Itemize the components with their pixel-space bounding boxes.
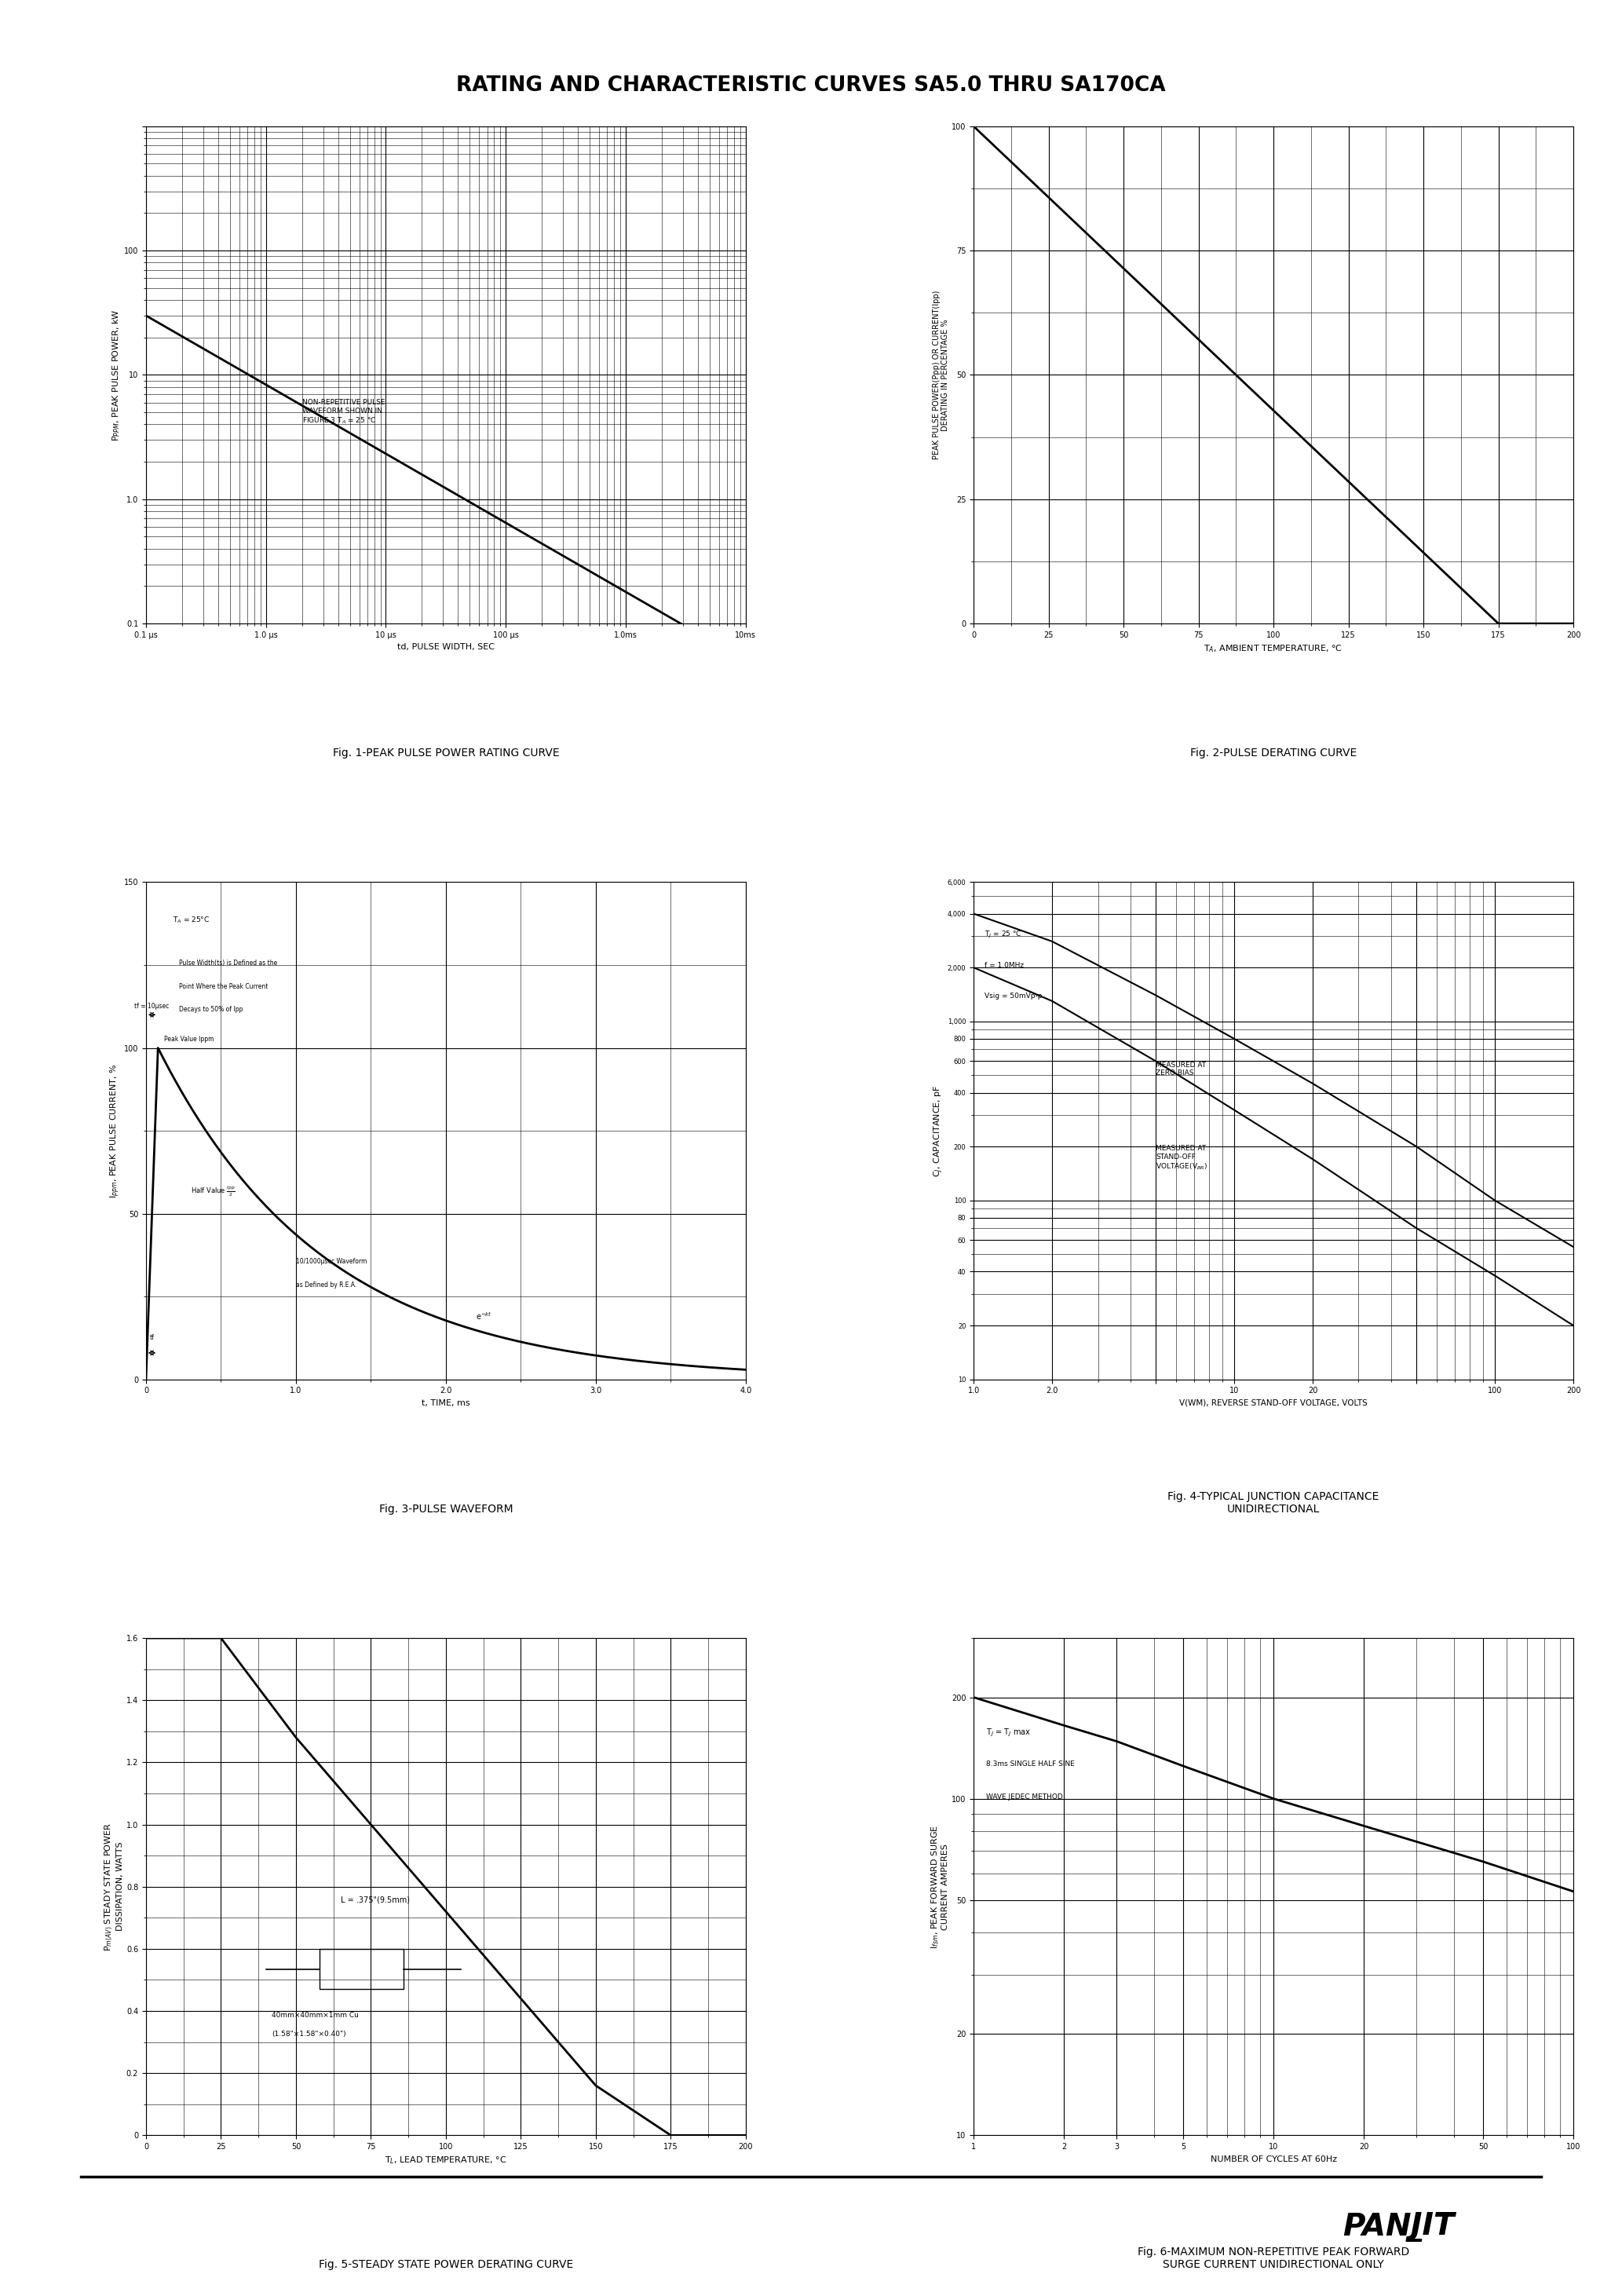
Text: as Defined by R.E.A.: as Defined by R.E.A. xyxy=(295,1281,357,1288)
Title: Fig. 2-PULSE DERATING CURVE: Fig. 2-PULSE DERATING CURVE xyxy=(1191,748,1356,758)
Y-axis label: I$_{fsm}$, PEAK FORWARD SURGE
CURRENT AMPERES: I$_{fsm}$, PEAK FORWARD SURGE CURRENT AM… xyxy=(929,1825,949,1949)
Text: WAVE JEDEC METHOD: WAVE JEDEC METHOD xyxy=(986,1793,1062,1800)
Text: e$^{-kt}$: e$^{-kt}$ xyxy=(475,1311,491,1320)
Text: Decays to 50% of Ipp: Decays to 50% of Ipp xyxy=(178,1006,243,1013)
Text: Half Value $\frac{Ipp}{2}$: Half Value $\frac{Ipp}{2}$ xyxy=(191,1185,235,1199)
Y-axis label: P$_{m(AV)}$ STEADY STATE POWER
DISSIPATION, WATTS: P$_{m(AV)}$ STEADY STATE POWER DISSIPATI… xyxy=(104,1823,125,1952)
X-axis label: T$_L$, LEAD TEMPERATURE, °C: T$_L$, LEAD TEMPERATURE, °C xyxy=(384,2156,506,2165)
X-axis label: V(WM), REVERSE STAND-OFF VOLTAGE, VOLTS: V(WM), REVERSE STAND-OFF VOLTAGE, VOLTS xyxy=(1179,1398,1367,1407)
Y-axis label: I$_{ppm}$, PEAK PULSE CURRENT, %: I$_{ppm}$, PEAK PULSE CURRENT, % xyxy=(109,1063,122,1199)
X-axis label: T$_A$, AMBIENT TEMPERATURE, °C: T$_A$, AMBIENT TEMPERATURE, °C xyxy=(1204,643,1343,654)
Title: Fig. 1-PEAK PULSE POWER RATING CURVE: Fig. 1-PEAK PULSE POWER RATING CURVE xyxy=(333,748,560,758)
Text: MEASURED AT
ZERO BIAS: MEASURED AT ZERO BIAS xyxy=(1156,1061,1207,1077)
Text: f = 1.0MHz: f = 1.0MHz xyxy=(985,962,1023,969)
Text: tf: tf xyxy=(149,1334,154,1341)
Text: T$_A$ = 25°C: T$_A$ = 25°C xyxy=(174,914,211,925)
Bar xyxy=(320,1949,404,1988)
Text: Vsig = 50mVp-p: Vsig = 50mVp-p xyxy=(985,992,1041,999)
Text: 8.3ms SINGLE HALF SINE: 8.3ms SINGLE HALF SINE xyxy=(986,1761,1075,1768)
X-axis label: t, TIME, ms: t, TIME, ms xyxy=(422,1398,470,1407)
Text: tf = 10µsec: tf = 10µsec xyxy=(135,1003,169,1010)
Y-axis label: C$_J$, CAPACITANCE, pF: C$_J$, CAPACITANCE, pF xyxy=(933,1084,946,1178)
Title: Fig. 6-MAXIMUM NON-REPETITIVE PEAK FORWARD
SURGE CURRENT UNIDIRECTIONAL ONLY: Fig. 6-MAXIMUM NON-REPETITIVE PEAK FORWA… xyxy=(1137,2245,1410,2271)
Y-axis label: PEAK PULSE POWER(Ppp) OR CURRENT(Ipp)
DERATING IN PERCENTAGE %: PEAK PULSE POWER(Ppp) OR CURRENT(Ipp) DE… xyxy=(933,289,949,459)
Text: J̲IT: J̲IT xyxy=(1411,2213,1455,2241)
Text: Pulse Width(ts) is Defined as the: Pulse Width(ts) is Defined as the xyxy=(178,960,277,967)
Text: 40mm×40mm×1mm Cu: 40mm×40mm×1mm Cu xyxy=(272,2011,358,2018)
Title: Fig. 4-TYPICAL JUNCTION CAPACITANCE
UNIDIRECTIONAL: Fig. 4-TYPICAL JUNCTION CAPACITANCE UNID… xyxy=(1168,1490,1379,1515)
Text: PAN: PAN xyxy=(1343,2213,1411,2241)
Title: Fig. 3-PULSE WAVEFORM: Fig. 3-PULSE WAVEFORM xyxy=(380,1504,513,1515)
Text: Point Where the Peak Current: Point Where the Peak Current xyxy=(178,983,268,990)
Text: T$_J$ = 25 °C: T$_J$ = 25 °C xyxy=(985,930,1022,939)
Text: L = .375"(9.5mm): L = .375"(9.5mm) xyxy=(341,1896,410,1903)
X-axis label: NUMBER OF CYCLES AT 60Hz: NUMBER OF CYCLES AT 60Hz xyxy=(1210,2156,1337,2163)
Title: Fig. 5-STEADY STATE POWER DERATING CURVE: Fig. 5-STEADY STATE POWER DERATING CURVE xyxy=(318,2259,573,2271)
X-axis label: td, PULSE WIDTH, SEC: td, PULSE WIDTH, SEC xyxy=(397,643,495,652)
Text: Peak Value Ippm: Peak Value Ippm xyxy=(164,1035,214,1042)
Text: MEASURED AT
STAND-OFF
VOLTAGE(V$_{BR}$): MEASURED AT STAND-OFF VOLTAGE(V$_{BR}$) xyxy=(1156,1146,1208,1171)
Text: NON-REPETITIVE PULSE
WAVEFORM SHOWN IN
FIGURE 3 T$_A$ = 25 °C: NON-REPETITIVE PULSE WAVEFORM SHOWN IN F… xyxy=(302,400,384,425)
Text: 10/1000µsec Waveform: 10/1000µsec Waveform xyxy=(295,1258,367,1265)
Text: (1.58"×1.58"×0.40"): (1.58"×1.58"×0.40") xyxy=(272,2030,345,2037)
Y-axis label: P$_{PPM}$, PEAK PULSE POWER, kW: P$_{PPM}$, PEAK PULSE POWER, kW xyxy=(110,308,122,441)
Text: T$_J$ = T$_J$ max: T$_J$ = T$_J$ max xyxy=(986,1727,1032,1738)
Text: RATING AND CHARACTERISTIC CURVES SA5.0 THRU SA170CA: RATING AND CHARACTERISTIC CURVES SA5.0 T… xyxy=(456,76,1166,96)
